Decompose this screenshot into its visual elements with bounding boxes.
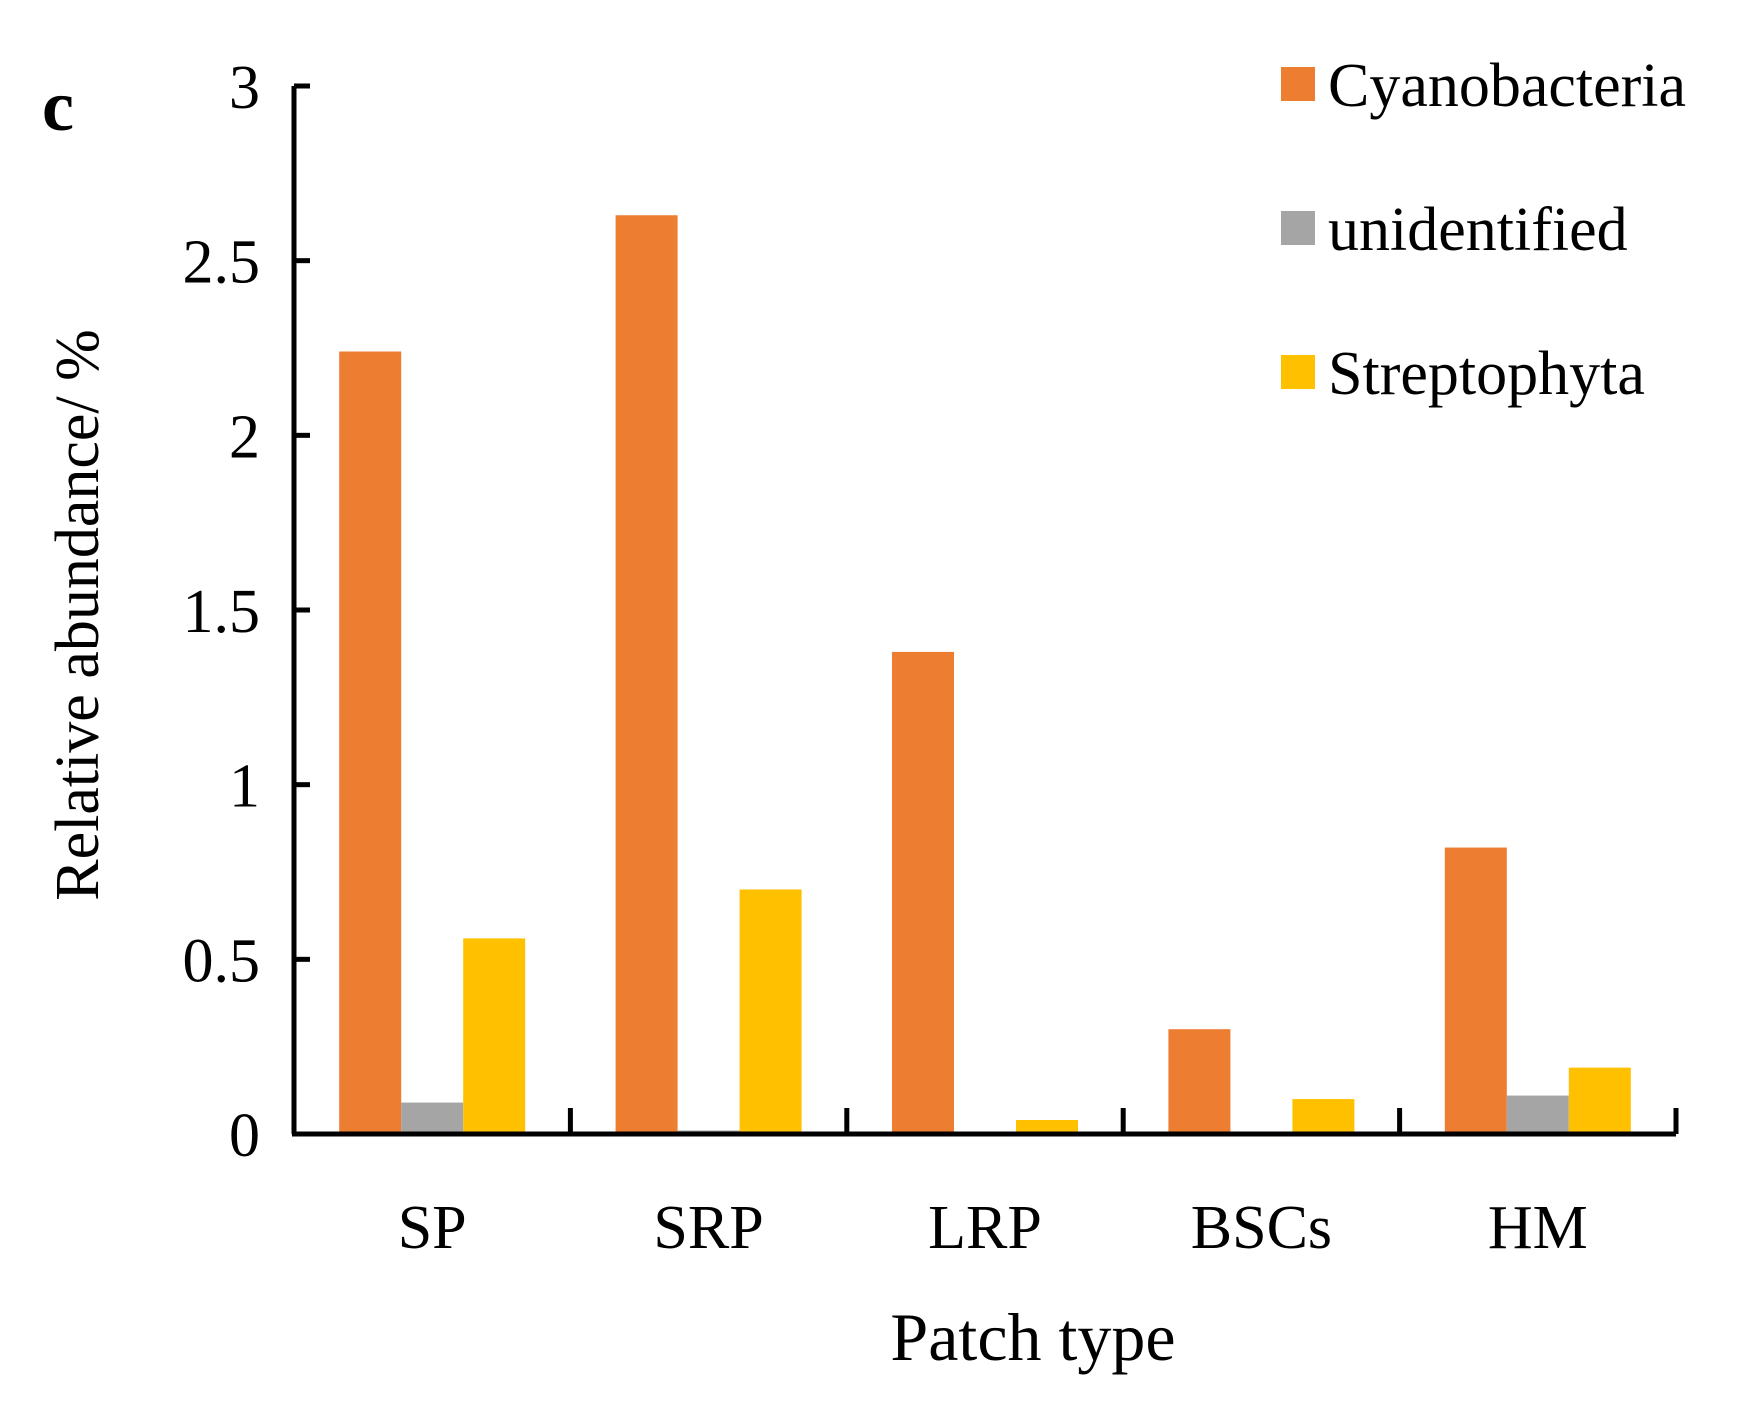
x-tick-label-bscs: BSCs [1191,1194,1332,1262]
bar-sp-unidentified [401,1102,464,1134]
y-axis-label: Relative abundance/ % [44,329,112,901]
bar-hm-streptophyta [1568,1067,1631,1134]
bar-srp-streptophyta [739,889,802,1134]
legend-label-unidentified: unidentified [1328,196,1628,264]
bars-group [339,215,1631,1135]
x-axis-label: Patch type [890,1299,1175,1375]
y-tick-label: 0 [229,1102,260,1170]
legend: Cyanobacteria unidentified Streptophyta [1281,52,1686,408]
bar-lrp-streptophyta [1016,1120,1078,1134]
y-tick-label: 3 [229,54,260,122]
bar-bscs-cyanobacteria [1168,1029,1231,1134]
bar-lrp-cyanobacteria [892,651,954,1134]
panel-label: c [42,66,74,146]
y-tick-label: 0.5 [183,927,261,995]
bar-hm-unidentified [1506,1095,1569,1134]
x-axis-ticks: SP SRP LRP BSCs HM [398,1108,1679,1262]
bar-sp-cyanobacteria [339,351,402,1134]
bar-bscs-streptophyta [1292,1099,1355,1134]
y-axis-ticks: 0 0.5 1 1.5 2 2.5 3 [183,54,310,1170]
bar-sp-streptophyta [463,938,526,1134]
legend-label-cyanobacteria: Cyanobacteria [1328,52,1686,120]
y-tick-label: 2 [229,403,260,471]
bar-hm-cyanobacteria [1444,847,1507,1134]
legend-label-streptophyta: Streptophyta [1328,340,1645,408]
x-tick-label-srp: SRP [653,1194,763,1262]
x-tick-label-hm: HM [1488,1194,1588,1262]
legend-swatch-cyanobacteria [1281,67,1315,101]
bar-srp-cyanobacteria [615,215,678,1135]
x-tick-label-sp: SP [398,1194,467,1262]
y-tick-label: 2.5 [183,229,261,297]
legend-swatch-unidentified [1281,211,1315,245]
legend-swatch-streptophyta [1281,355,1315,389]
y-tick-label: 1 [229,753,260,821]
x-tick-label-lrp: LRP [928,1194,1042,1262]
y-tick-label: 1.5 [183,578,261,646]
